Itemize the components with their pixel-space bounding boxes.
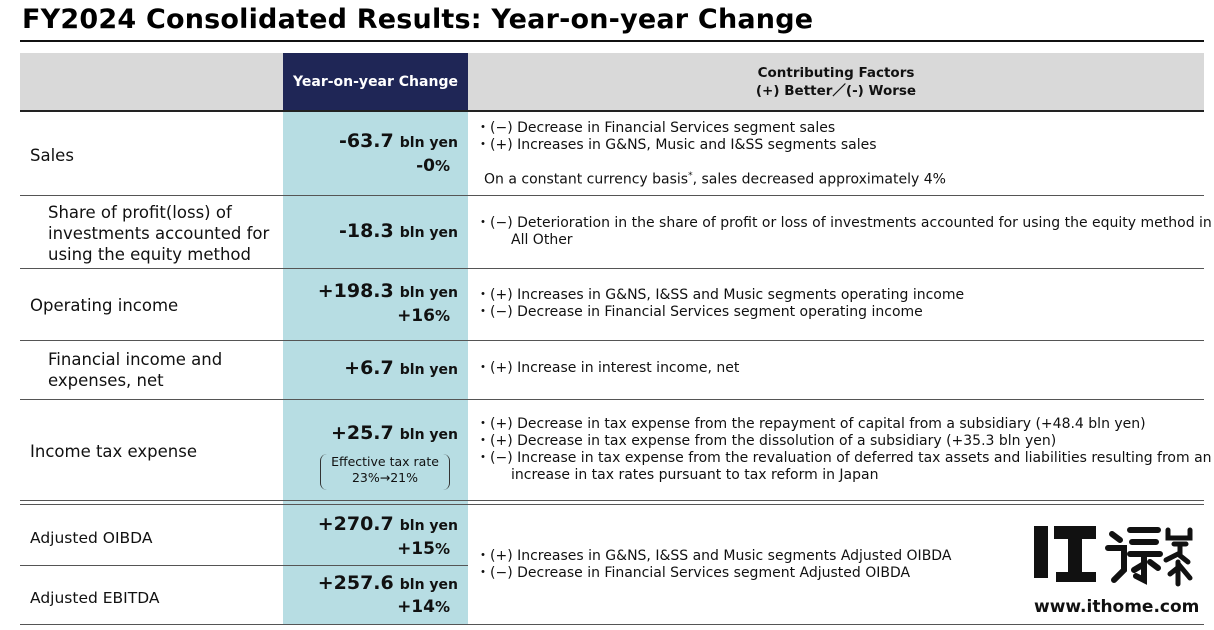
label-line: investments accounted for — [48, 224, 270, 243]
percent-sign: % — [434, 307, 450, 325]
percent-number: -0 — [416, 156, 435, 176]
yoy-percent-sales: -0% — [283, 156, 450, 176]
factor-item: ・(+) Decrease in tax expense from the di… — [476, 433, 1057, 449]
note-text: On a constant currency basis — [484, 171, 689, 188]
value-number: -63.7 — [338, 130, 394, 152]
value-unit: bln yen — [399, 362, 458, 378]
factor-item: ・(−) Deterioration in the share of profi… — [476, 215, 1212, 248]
watermark-url: www.ithome.com — [1034, 597, 1200, 617]
percent-sign: % — [434, 598, 450, 616]
label-line: expenses, net — [48, 371, 164, 390]
footnote-mark: * — [688, 171, 693, 181]
row-label-adjusted-ebitda: Adjusted EBITDA — [30, 589, 160, 607]
label-line: using the equity method — [48, 245, 252, 264]
effective-tax-rate-box: Effective tax rate 23%→21% — [320, 454, 450, 490]
factor-item: ・(+) Increases in G&NS, I&SS and Music s… — [476, 548, 952, 564]
value-number: -18.3 — [338, 220, 394, 242]
factor-item: ・(+) Increases in G&NS, I&SS and Music s… — [476, 287, 965, 303]
header-contributing-factors: Contributing Factors (+) Better／(-) Wors… — [468, 53, 1204, 110]
value-unit: bln yen — [399, 135, 458, 151]
value-unit: bln yen — [399, 577, 458, 593]
factor-item: ・(−) Increase in tax expense from the re… — [476, 450, 1212, 483]
row-label-operating-income: Operating income — [30, 296, 179, 315]
divider — [20, 110, 1204, 112]
factor-item: ・(+) Increase in interest income, net — [476, 360, 740, 376]
label-line: Share of profit(loss) of — [48, 203, 232, 222]
row-label-adjusted-oibda: Adjusted OIBDA — [30, 529, 153, 547]
value-unit: bln yen — [399, 518, 458, 534]
value-unit: bln yen — [399, 285, 458, 301]
divider — [20, 565, 468, 566]
divider — [20, 268, 1204, 269]
percent-sign: % — [434, 540, 450, 558]
divider — [20, 195, 1204, 196]
factor-item: ・(−) Decrease in Financial Services segm… — [476, 120, 836, 136]
yoy-value-adjusted-ebitda: +257.6 bln yen — [283, 572, 458, 594]
table-header — [20, 53, 1204, 110]
row-label-financial-income: Financial income and expenses, net — [48, 349, 222, 391]
yoy-value-sales: -63.7 bln yen — [283, 130, 458, 152]
divider — [20, 399, 1204, 400]
percent-sign: % — [434, 157, 450, 175]
percent-number: +15 — [397, 539, 435, 559]
row-label-equity-method: Share of profit(loss) of investments acc… — [48, 202, 269, 265]
value-number: +270.7 — [317, 513, 394, 535]
box-value: 23%→21% — [351, 470, 419, 485]
constant-currency-note: On a constant currency basis*, sales dec… — [484, 171, 946, 188]
value-number: +6.7 — [344, 357, 394, 379]
yoy-value-equity-method: -18.3 bln yen — [283, 220, 458, 242]
note-tail: , sales decreased approximately 4% — [692, 171, 946, 188]
yoy-percent-adjusted-oibda: +15% — [283, 539, 450, 559]
divider — [20, 500, 1204, 501]
divider — [20, 340, 1204, 341]
value-unit: bln yen — [399, 427, 458, 443]
yoy-value-operating-income: +198.3 bln yen — [283, 280, 458, 302]
factor-item: ・(−) Decrease in Financial Services segm… — [476, 304, 923, 320]
ithome-logo — [1034, 526, 1193, 587]
yoy-value-adjusted-oibda: +270.7 bln yen — [283, 513, 458, 535]
page-title: FY2024 Consolidated Results: Year-on-yea… — [22, 4, 814, 35]
value-unit: bln yen — [399, 225, 458, 241]
row-label-income-tax: Income tax expense — [30, 442, 198, 461]
header-yoy-change: Year-on-year Change — [283, 53, 468, 110]
row-label-sales: Sales — [30, 146, 74, 165]
divider — [20, 624, 1204, 625]
percent-number: +14 — [397, 597, 435, 617]
label-line: Financial income and — [48, 350, 223, 369]
factor-item: ・(−) Decrease in Financial Services segm… — [476, 565, 911, 581]
title-underline — [20, 40, 1204, 42]
yoy-percent-adjusted-ebitda: +14% — [283, 597, 450, 617]
yoy-value-financial-income: +6.7 bln yen — [283, 357, 458, 379]
value-number: +25.7 — [330, 422, 394, 444]
value-number: +198.3 — [317, 280, 394, 302]
factor-item: ・(+) Increases in G&NS, Music and I&SS s… — [476, 137, 877, 153]
factor-item: ・(+) Decrease in tax expense from the re… — [476, 416, 1146, 432]
header-factors-title: Contributing Factors — [757, 64, 915, 81]
divider — [20, 504, 1204, 505]
yoy-percent-operating-income: +16% — [283, 306, 450, 326]
value-number: +257.6 — [317, 572, 394, 594]
header-factors-legend: (+) Better／(-) Worse — [755, 82, 917, 99]
percent-number: +16 — [397, 306, 435, 326]
box-label: Effective tax rate — [331, 454, 439, 469]
yoy-value-income-tax: +25.7 bln yen — [283, 422, 458, 444]
